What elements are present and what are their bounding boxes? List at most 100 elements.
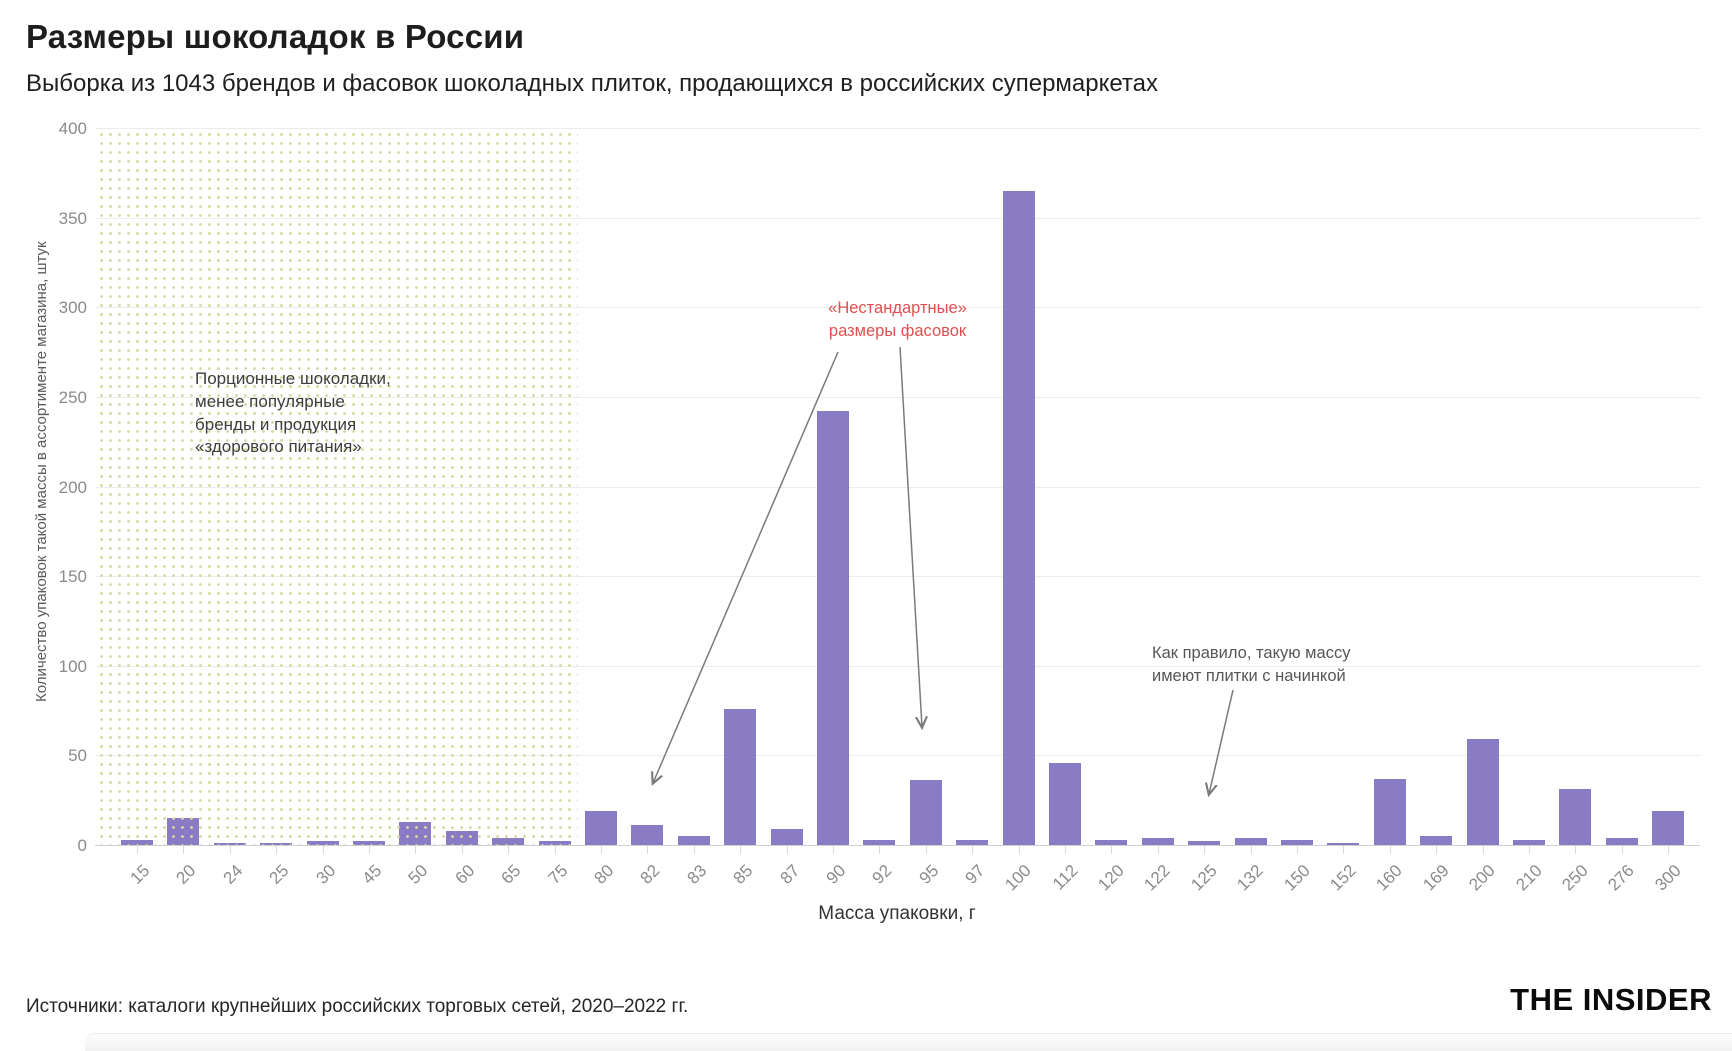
gridline bbox=[95, 665, 1700, 667]
x-tick-label: 15 bbox=[126, 861, 154, 888]
x-tick-label: 20 bbox=[173, 861, 200, 888]
x-tick-mark bbox=[925, 846, 927, 854]
brand-logo: THE INSIDER bbox=[1510, 982, 1712, 1017]
chart-subtitle: Выборка из 1043 брендов и фасовок шокола… bbox=[26, 70, 1158, 97]
bar-122g bbox=[1141, 837, 1174, 845]
bar-120g bbox=[1095, 839, 1128, 845]
x-tick-label: 87 bbox=[776, 861, 804, 888]
bar-65g bbox=[492, 837, 525, 845]
bar-210g bbox=[1513, 839, 1545, 845]
x-tick-mark bbox=[1389, 846, 1391, 854]
x-tick-label: 122 bbox=[1140, 861, 1175, 895]
y-tick-label: 250 bbox=[58, 387, 87, 407]
y-tick-label: 200 bbox=[58, 477, 87, 497]
bar-95g bbox=[909, 780, 942, 845]
chart-title: Размеры шоколадок в России bbox=[26, 18, 525, 55]
x-tick-mark bbox=[229, 846, 231, 854]
annotation-line: «здорового питания» bbox=[195, 437, 362, 457]
x-tick-label: 120 bbox=[1094, 861, 1128, 895]
annotation-line: «Нестандартные» bbox=[828, 299, 967, 317]
x-tick-label: 83 bbox=[683, 861, 711, 888]
bar-83g bbox=[677, 836, 710, 845]
bar-45g bbox=[353, 841, 385, 845]
x-tick-label: 250 bbox=[1558, 861, 1592, 895]
bar-100g bbox=[1002, 190, 1035, 845]
gridline bbox=[95, 217, 1700, 219]
annotation-line: имеют плитки с начинкой bbox=[1152, 667, 1346, 686]
annotation-line: размеры фасовок bbox=[828, 322, 967, 341]
y-tick-label: 350 bbox=[58, 208, 87, 228]
x-tick-label: 80 bbox=[590, 861, 618, 888]
gridline bbox=[95, 755, 1700, 757]
x-tick-mark bbox=[415, 846, 417, 854]
x-tick-label: 132 bbox=[1233, 861, 1268, 895]
x-tick-label: 24 bbox=[219, 861, 247, 888]
annotation-line: Порционные шоколадки, bbox=[195, 369, 391, 388]
y-tick-label: 150 bbox=[58, 567, 87, 587]
bar-15g bbox=[121, 839, 153, 845]
x-tick-mark bbox=[1250, 846, 1252, 854]
annotation-line: бренды и продукция bbox=[195, 414, 357, 434]
next-card-edge bbox=[85, 1033, 1732, 1051]
bar-85g bbox=[724, 708, 757, 845]
annotation-filled-bars: Как правило, такую массу имеют плитки с … bbox=[1152, 642, 1350, 688]
bar-276g bbox=[1605, 837, 1638, 845]
x-tick-mark bbox=[322, 846, 324, 854]
y-tick-label: 100 bbox=[58, 656, 87, 676]
y-axis-title: Количество упаковок такой массы в ассорт… bbox=[33, 241, 50, 702]
x-tick-mark bbox=[1436, 846, 1438, 854]
annotation-line: Как правило, такую массу bbox=[1152, 644, 1351, 662]
x-tick-mark bbox=[276, 846, 278, 854]
x-axis-title: Масса упаковки, г bbox=[818, 903, 976, 924]
bar-125g bbox=[1188, 841, 1221, 845]
x-tick-label: 100 bbox=[1001, 861, 1036, 895]
bar-250g bbox=[1559, 789, 1592, 845]
x-tick-mark bbox=[1621, 846, 1623, 854]
x-tick-mark bbox=[369, 846, 370, 854]
bar-60g bbox=[445, 830, 478, 845]
x-tick-label: 160 bbox=[1372, 861, 1407, 895]
x-tick-label: 25 bbox=[265, 861, 293, 888]
bar-97g bbox=[956, 839, 989, 845]
annotation-nonstandard-sizes: «Нестандартные» размеры фасовок bbox=[760, 297, 1035, 344]
x-tick-mark bbox=[601, 846, 602, 854]
gridline bbox=[95, 576, 1700, 578]
x-tick-label: 82 bbox=[637, 861, 664, 888]
bar-90g bbox=[817, 411, 849, 845]
gridline bbox=[95, 486, 1700, 488]
x-tick-mark bbox=[137, 846, 138, 854]
bar-150g bbox=[1281, 839, 1313, 845]
x-tick-label: 30 bbox=[312, 861, 340, 888]
bar-160g bbox=[1373, 778, 1406, 845]
y-tick-label: 400 bbox=[58, 119, 87, 138]
y-tick-label: 50 bbox=[68, 746, 87, 766]
bar-169g bbox=[1420, 836, 1453, 845]
bar-75g bbox=[538, 841, 571, 845]
x-tick-label: 152 bbox=[1326, 861, 1360, 895]
x-tick-mark bbox=[1575, 846, 1577, 854]
bar-112g bbox=[1049, 762, 1081, 845]
y-tick-label: 0 bbox=[77, 836, 87, 855]
x-tick-mark bbox=[1111, 846, 1113, 854]
bar-300g bbox=[1652, 810, 1685, 845]
x-axis-baseline bbox=[95, 845, 1700, 846]
bar-92g bbox=[863, 839, 896, 845]
x-tick-label: 125 bbox=[1187, 861, 1221, 895]
bar-152g bbox=[1327, 843, 1360, 845]
x-tick-mark bbox=[1343, 846, 1345, 854]
x-tick-mark bbox=[786, 846, 788, 854]
x-tick-label: 200 bbox=[1465, 861, 1500, 895]
x-tick-label: 45 bbox=[358, 861, 386, 888]
x-tick-mark bbox=[508, 846, 510, 854]
bar-200g bbox=[1466, 739, 1499, 845]
bar-30g bbox=[306, 841, 339, 845]
x-tick-label: 60 bbox=[451, 861, 479, 888]
x-tick-mark bbox=[183, 846, 185, 854]
x-tick-label: 95 bbox=[915, 861, 943, 888]
bar-80g bbox=[585, 810, 617, 845]
x-tick-label: 300 bbox=[1651, 861, 1685, 895]
x-tick-label: 90 bbox=[822, 861, 850, 888]
x-tick-mark bbox=[972, 846, 974, 854]
